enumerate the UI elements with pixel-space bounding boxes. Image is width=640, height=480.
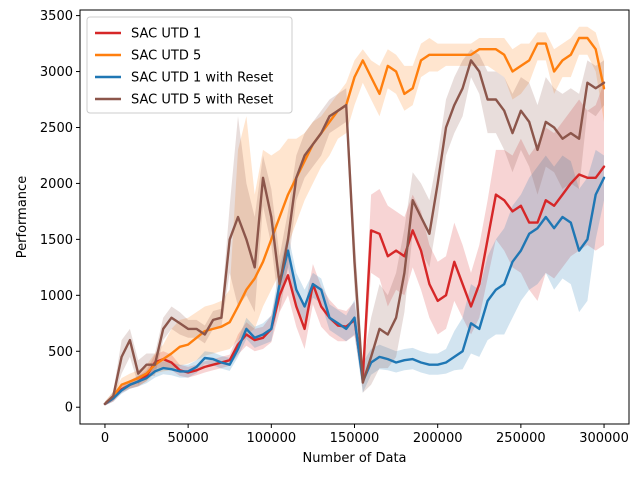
series-lines — [103, 36, 606, 406]
y-tick-label: 2500 — [40, 121, 73, 136]
y-tick-label: 3000 — [40, 65, 73, 80]
series-line-3 — [103, 176, 606, 406]
series-band-4 — [105, 49, 604, 406]
y-tick-label: 3500 — [40, 9, 73, 24]
legend-label-3: SAC UTD 1 with Reset — [131, 71, 273, 86]
x-tick-label: 300000 — [579, 431, 629, 446]
legend: SAC UTD 1 SAC UTD 5 SAC UTD 1 with Reset SA… — [86, 16, 293, 114]
series-band-1 — [105, 82, 604, 406]
series-band-3 — [105, 149, 604, 406]
legend-box — [86, 16, 293, 114]
confidence-bands — [105, 26, 604, 406]
x-tick-label: 100000 — [246, 431, 296, 446]
y-tick-label: 2000 — [40, 177, 73, 192]
x-tick-label: 50000 — [167, 431, 208, 446]
series-band-2 — [105, 26, 604, 406]
y-tick-label: 1000 — [40, 289, 73, 304]
y-axis-ticks: 0 500 1000 1500 2000 2500 3000 3500 — [40, 9, 80, 416]
legend-label-2: SAC UTD 5 — [131, 49, 201, 64]
y-tick-label: 0 — [65, 401, 73, 416]
x-axis-ticks: 0 50000 100000 150000 200000 250000 300000 — [101, 424, 629, 446]
x-tick-label: 200000 — [413, 431, 463, 446]
series-line-4 — [103, 59, 606, 406]
x-axis-label: Number of Data — [302, 451, 406, 466]
legend-label-4: SAC UTD 5 with Reset — [131, 93, 273, 108]
y-tick-label: 500 — [48, 345, 73, 360]
y-tick-label: 1500 — [40, 233, 73, 248]
y-axis-label: Performance — [15, 176, 30, 258]
legend-label-1: SAC UTD 1 — [131, 27, 201, 42]
x-tick-label: 0 — [101, 431, 109, 446]
series-line-2 — [103, 36, 606, 406]
x-tick-label: 250000 — [496, 431, 546, 446]
x-tick-label: 150000 — [330, 431, 380, 446]
